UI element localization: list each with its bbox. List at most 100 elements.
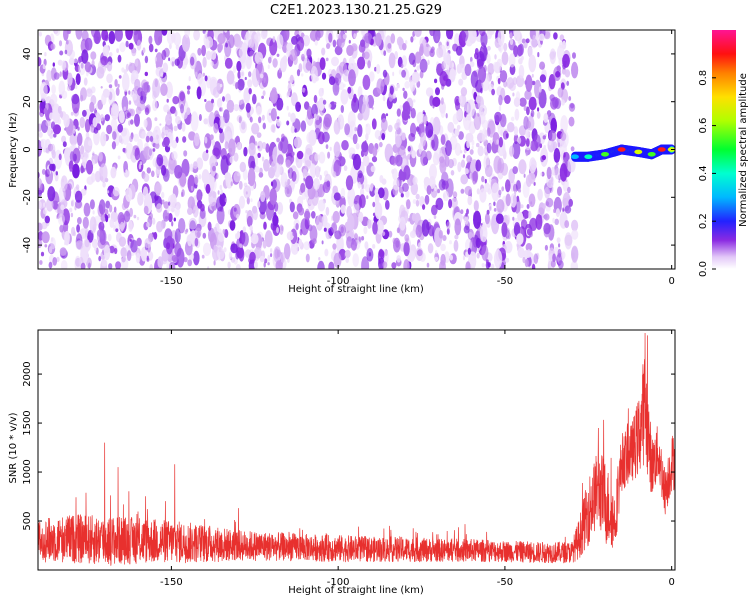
noise-blob <box>536 98 540 105</box>
noise-blob <box>90 51 97 60</box>
noise-blob <box>156 154 164 167</box>
noise-blob <box>357 170 363 179</box>
noise-blob <box>407 218 411 222</box>
colorbar-tick-label: 0.6 <box>698 118 709 134</box>
noise-blob <box>169 43 172 50</box>
noise-blob <box>325 57 329 62</box>
noise-blob <box>543 31 551 40</box>
noise-blob <box>193 161 198 170</box>
noise-blob <box>46 69 52 82</box>
noise-blob <box>450 170 455 176</box>
noise-blob <box>254 141 258 146</box>
noise-blob <box>543 113 549 123</box>
noise-blob <box>463 216 469 225</box>
noise-blob <box>567 186 571 194</box>
noise-blob <box>361 30 365 34</box>
noise-blob <box>209 76 218 89</box>
noise-blob <box>564 69 571 78</box>
noise-blob <box>438 230 444 239</box>
noise-blob <box>500 129 503 137</box>
noise-blob <box>572 52 576 59</box>
noise-blob <box>154 117 158 122</box>
noise-blob <box>333 119 341 135</box>
noise-blob <box>41 221 48 230</box>
noise-blob <box>467 195 473 206</box>
noise-blob <box>331 222 338 234</box>
noise-blob <box>146 221 150 228</box>
noise-blob <box>208 111 215 127</box>
noise-blob <box>348 39 351 44</box>
noise-blob <box>304 210 311 220</box>
noise-blob <box>566 80 570 86</box>
noise-blob <box>84 239 90 248</box>
noise-blob <box>301 87 306 93</box>
noise-blob <box>513 126 519 136</box>
noise-blob <box>477 145 484 157</box>
noise-blob <box>498 136 503 148</box>
noise-blob <box>353 33 357 39</box>
noise-blob <box>66 85 71 92</box>
noise-blob <box>529 217 538 231</box>
noise-blob <box>371 106 374 110</box>
noise-blob <box>306 48 312 58</box>
noise-blob <box>291 35 298 45</box>
noise-blob <box>168 201 171 206</box>
noise-blob <box>223 247 227 253</box>
noise-blob <box>556 237 561 244</box>
noise-blob <box>250 229 253 235</box>
noise-blob <box>557 142 561 148</box>
noise-blob <box>332 39 337 48</box>
noise-blob <box>480 88 483 94</box>
noise-blob <box>143 119 148 128</box>
noise-blob <box>531 80 536 86</box>
noise-blob <box>425 122 434 138</box>
noise-blob <box>141 130 146 139</box>
noise-blob <box>344 30 347 34</box>
noise-blob <box>325 206 330 216</box>
noise-blob <box>69 207 73 213</box>
noise-blob <box>432 96 441 107</box>
noise-blob <box>525 243 533 252</box>
noise-blob <box>187 196 195 211</box>
noise-blob <box>187 259 193 267</box>
noise-blob <box>472 232 475 238</box>
noise-blob <box>354 200 358 205</box>
noise-blob <box>317 199 326 212</box>
noise-blob <box>289 201 295 213</box>
noise-blob <box>352 153 362 171</box>
noise-blob <box>148 43 154 53</box>
noise-blob <box>148 35 153 45</box>
noise-blob <box>382 261 388 269</box>
noise-blob <box>188 76 191 82</box>
noise-blob <box>219 116 225 130</box>
noise-blob <box>317 260 325 269</box>
noise-blob <box>170 106 176 114</box>
noise-blob <box>512 194 517 204</box>
noise-blob <box>333 141 341 158</box>
noise-blob <box>396 254 402 263</box>
noise-blob <box>222 96 225 102</box>
noise-blob <box>210 50 217 60</box>
noise-blob <box>405 40 408 45</box>
noise-blob <box>217 190 220 195</box>
noise-blob <box>346 236 353 249</box>
spectrogram-x-ticks: -150 -100 -50 0 <box>160 30 675 287</box>
noise-blob <box>541 155 547 161</box>
noise-blob <box>94 30 101 44</box>
x-tick-label: -50 <box>497 276 513 287</box>
noise-blob <box>155 166 161 177</box>
noise-blob <box>135 252 141 264</box>
noise-blob <box>133 214 137 219</box>
noise-blob <box>290 125 295 134</box>
noise-blob <box>174 205 180 217</box>
noise-blob <box>345 257 350 263</box>
noise-blob <box>562 53 570 68</box>
noise-blob <box>94 247 97 251</box>
noise-blob <box>197 47 202 56</box>
noise-blob <box>473 210 482 229</box>
noise-blob <box>61 209 64 215</box>
noise-blob <box>149 135 154 142</box>
noise-blob <box>387 124 393 133</box>
noise-blob <box>361 216 369 227</box>
